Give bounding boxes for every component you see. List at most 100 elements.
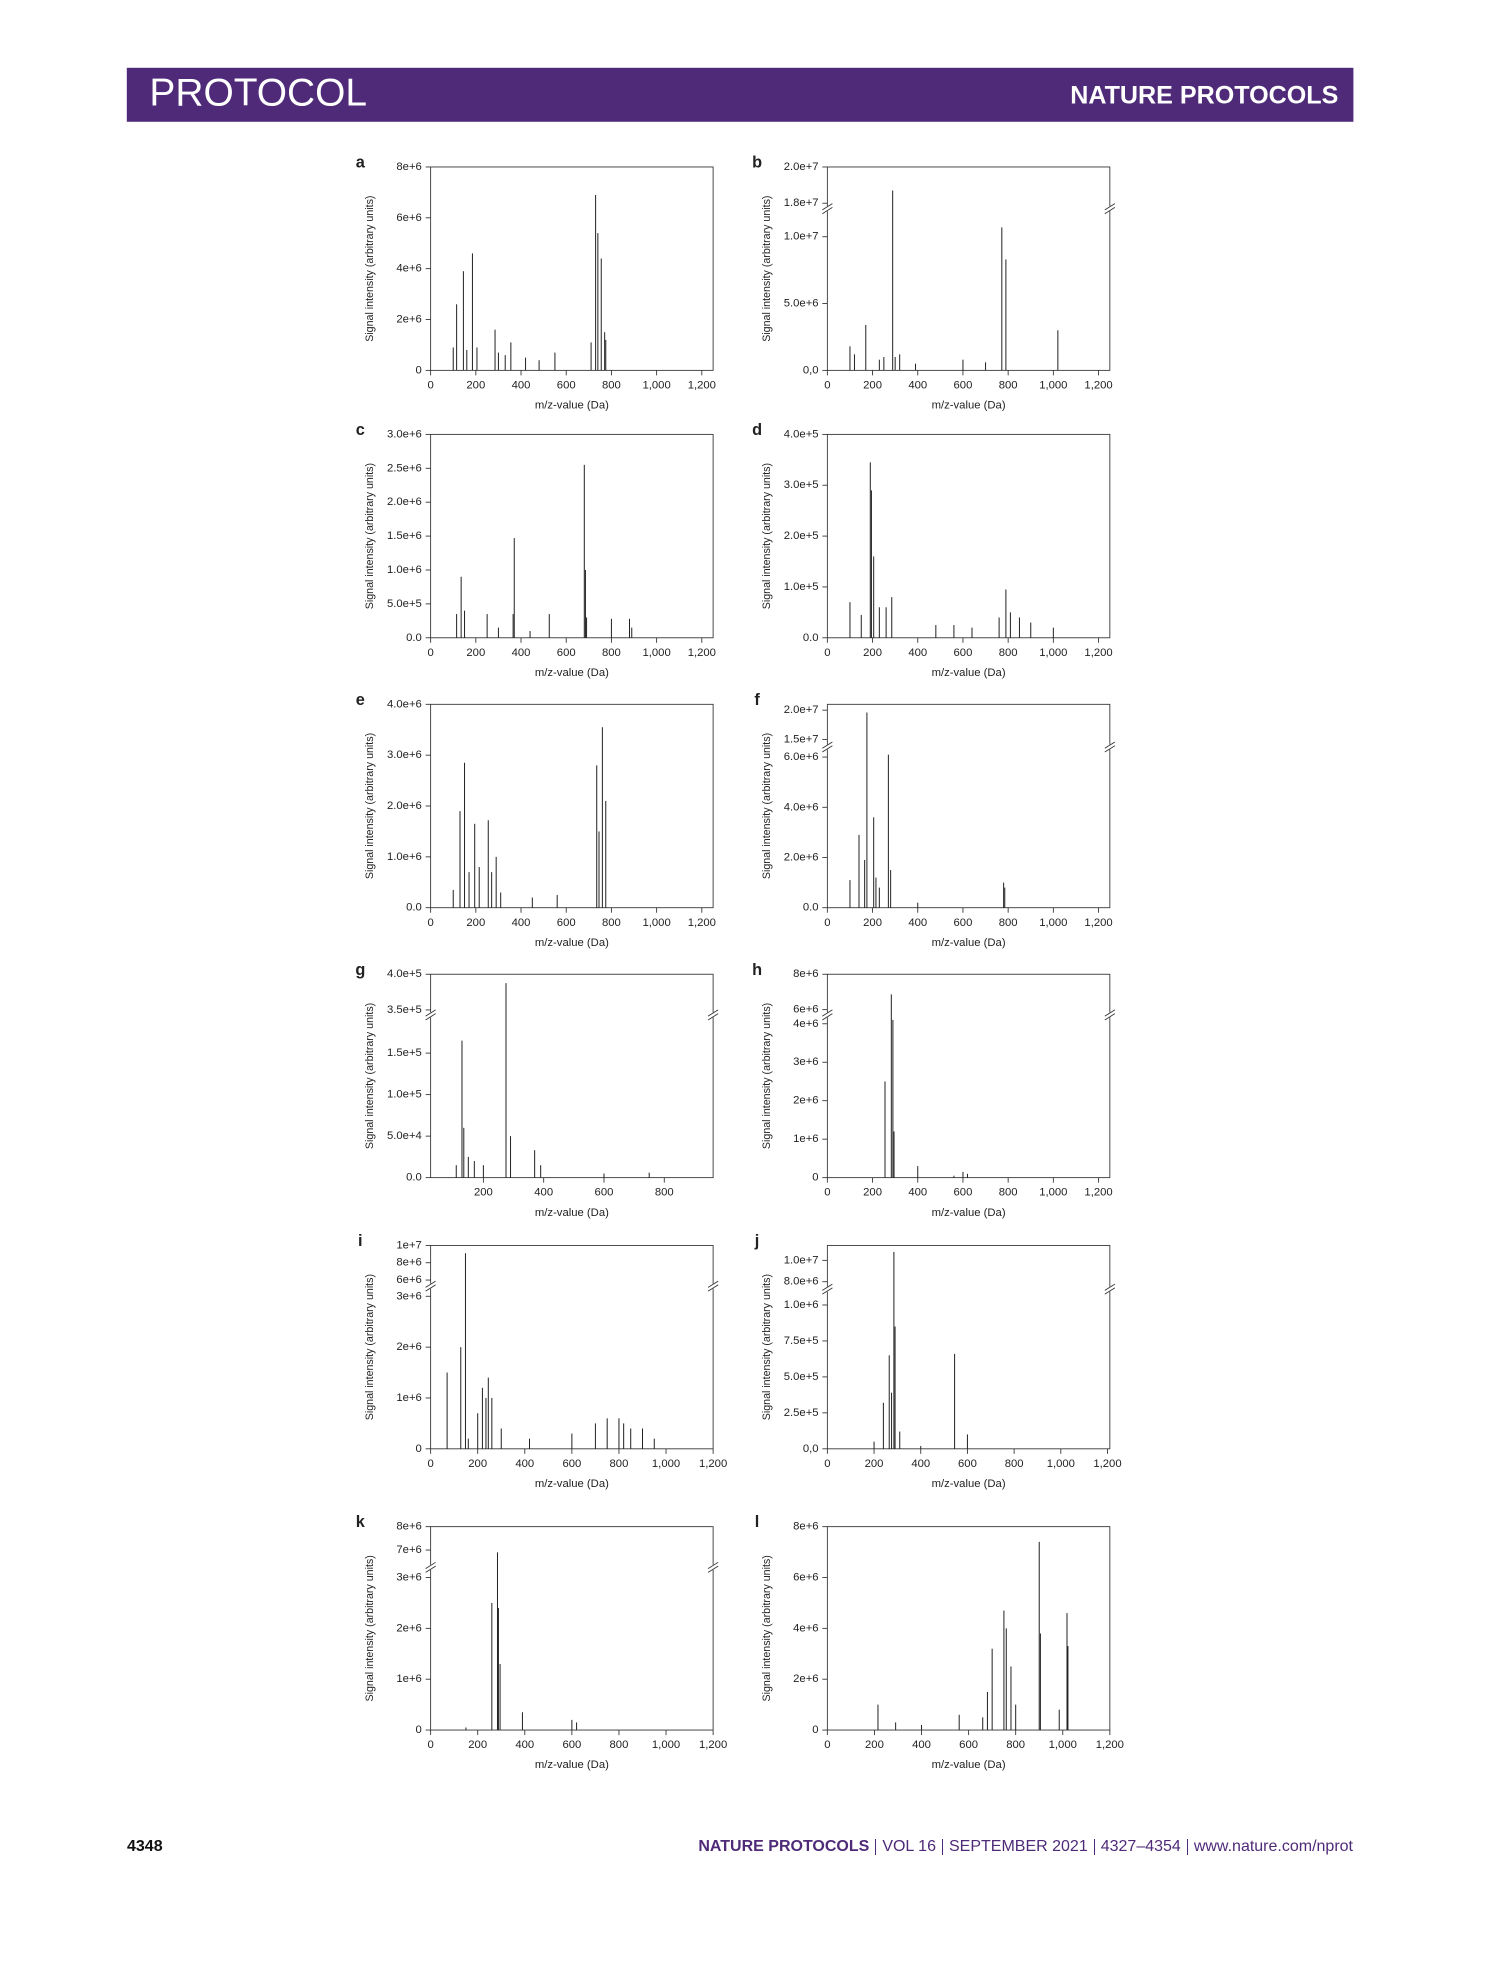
y-tick-label: 4.0e+6 <box>387 698 422 710</box>
x-tick-label: 400 <box>908 379 927 391</box>
axis-break-gap <box>1104 1286 1115 1292</box>
y-tick-label: 1.0e+5 <box>387 1089 422 1101</box>
x-axis-title: m/z-value (Da) <box>535 937 609 949</box>
footer-journal: NATURE PROTOCOLS <box>698 1838 870 1855</box>
x-tick-label: 600 <box>557 917 576 929</box>
y-tick-label: 4.0e+6 <box>784 801 819 813</box>
y-tick-label: 8e+6 <box>396 161 421 173</box>
x-tick-label: 600 <box>954 379 973 391</box>
y-tick-label: 0.0 <box>406 632 422 644</box>
x-tick-label: 0 <box>427 647 433 659</box>
x-tick-label: 1,200 <box>699 1739 727 1751</box>
x-tick-label: 1,000 <box>1049 1739 1077 1751</box>
y-tick-label: 5.0e+5 <box>387 598 422 610</box>
x-tick-label: 800 <box>1006 1739 1025 1751</box>
footer-volume: VOL 16 <box>875 1839 942 1855</box>
x-tick-label: 200 <box>474 1187 493 1199</box>
axis-break-mark <box>707 1009 719 1017</box>
y-tick-label: 8e+6 <box>396 1257 421 1269</box>
x-tick-label: 200 <box>466 917 485 929</box>
x-tick-label: 400 <box>534 1187 553 1199</box>
y-tick-label: 0.0 <box>406 902 422 914</box>
panel-label: e <box>356 691 365 709</box>
axis-break-mark <box>822 741 833 749</box>
panel-label: b <box>752 154 762 172</box>
axis-break-mark <box>822 1009 833 1017</box>
axis-break-mark <box>1104 1283 1116 1291</box>
y-tick-label: 2.0e+6 <box>387 800 422 812</box>
x-axis-title: m/z-value (Da) <box>535 667 609 679</box>
y-tick-label: 3e+6 <box>396 1571 421 1583</box>
y-tick-label: 0,0 <box>803 364 819 376</box>
y-tick-label: 3.5e+5 <box>387 1004 422 1016</box>
y-tick-label: 1.0e+6 <box>387 851 422 863</box>
y-tick-label: 2e+6 <box>396 1341 421 1353</box>
y-tick-label: 0 <box>416 364 422 376</box>
y-tick-label: 6e+6 <box>396 1274 421 1286</box>
y-tick-label: 4e+6 <box>396 263 421 275</box>
x-tick-label: 600 <box>959 1739 978 1751</box>
page-number: 4348 <box>127 1838 163 1855</box>
y-tick-label: 8.0e+6 <box>784 1276 819 1288</box>
x-tick-label: 800 <box>999 917 1018 929</box>
y-tick-label: 0.0 <box>406 1172 422 1184</box>
axis-break-mark <box>822 1287 833 1295</box>
y-tick-label: 0 <box>812 1724 818 1736</box>
y-tick-label: 1.5e+6 <box>387 530 422 542</box>
axis-break-gap <box>425 1283 436 1289</box>
x-tick-label: 0 <box>824 1187 830 1199</box>
x-tick-label: 200 <box>863 379 882 391</box>
axis-break-mark <box>707 1284 719 1292</box>
plot-frame <box>430 433 714 639</box>
axis-break-mark <box>822 203 833 211</box>
y-tick-label: 8e+6 <box>793 1521 818 1533</box>
x-axis-title: m/z-value (Da) <box>535 1207 609 1219</box>
axis-break-mark <box>822 1283 833 1291</box>
x-tick-label: 1,200 <box>1096 1739 1124 1751</box>
x-tick-label: 400 <box>908 917 927 929</box>
panel-label: k <box>356 1513 366 1531</box>
y-tick-label: 2e+6 <box>396 1622 421 1634</box>
y-tick-label: 1.8e+7 <box>784 197 819 209</box>
x-axis-title: m/z-value (Da) <box>535 1759 609 1771</box>
x-tick-label: 200 <box>466 647 485 659</box>
x-tick-label: 0 <box>824 379 830 391</box>
y-tick-label: 1e+6 <box>793 1133 818 1145</box>
axis-break-mark <box>822 1013 833 1021</box>
y-tick-label: 1.5e+5 <box>387 1047 422 1059</box>
x-tick-label: 800 <box>610 1739 629 1751</box>
y-tick-label: 4e+6 <box>793 1018 818 1030</box>
panel-label: l <box>755 1513 760 1531</box>
x-tick-label: 800 <box>1005 1458 1024 1470</box>
x-tick-label: 0 <box>427 917 433 929</box>
y-axis-title: Signal intensity (arbitrary units) <box>364 1555 376 1701</box>
x-tick-label: 400 <box>911 1458 930 1470</box>
x-tick-label: 200 <box>863 647 882 659</box>
y-tick-label: 2e+6 <box>396 314 421 326</box>
x-tick-label: 1,000 <box>642 647 670 659</box>
x-tick-label: 0 <box>427 379 433 391</box>
x-tick-label: 400 <box>515 1458 534 1470</box>
x-tick-label: 800 <box>999 1187 1018 1199</box>
x-tick-label: 600 <box>562 1458 581 1470</box>
panel-label: d <box>752 421 762 439</box>
axis-break-mark <box>707 1565 719 1573</box>
x-tick-label: 0 <box>824 647 830 659</box>
y-tick-label: 6e+6 <box>396 212 421 224</box>
y-tick-label: 1e+6 <box>396 1392 421 1404</box>
y-tick-label: 1e+6 <box>396 1673 421 1685</box>
axis-break-mark <box>1104 203 1116 211</box>
x-tick-label: 800 <box>602 647 621 659</box>
x-tick-label: 1,000 <box>1039 1187 1067 1199</box>
y-axis-title: Signal intensity (arbitrary units) <box>364 196 376 342</box>
footer-pages: 4327–4354 <box>1093 1839 1187 1855</box>
y-tick-label: 3e+6 <box>793 1056 818 1068</box>
panel-label: c <box>356 421 365 439</box>
x-tick-label: 600 <box>557 647 576 659</box>
y-tick-label: 5.0e+5 <box>784 1371 819 1383</box>
panel-label: i <box>358 1232 363 1250</box>
x-tick-label: 1,000 <box>1039 647 1067 659</box>
y-tick-label: 1.5e+7 <box>784 733 819 745</box>
axis-break-gap <box>1104 206 1115 212</box>
